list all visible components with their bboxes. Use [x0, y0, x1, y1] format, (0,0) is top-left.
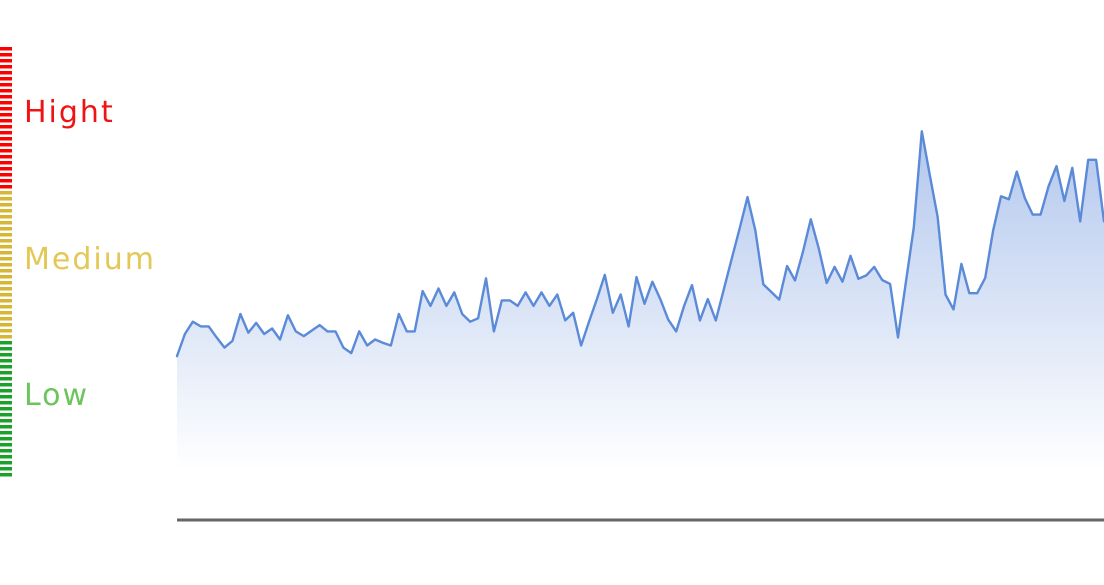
level-scale-tick	[0, 131, 12, 135]
level-scale-tick	[0, 443, 12, 447]
level-scale-tick	[0, 431, 12, 435]
level-scale-tick	[0, 437, 12, 441]
level-scale-tick	[0, 359, 12, 363]
level-scale-tick	[0, 419, 12, 423]
level-label-low: Low	[24, 378, 90, 413]
level-scale-tick	[0, 377, 12, 381]
level-label-medium: Medium	[24, 242, 156, 277]
level-scale-tick	[0, 143, 12, 147]
level-color-scale	[0, 47, 12, 477]
level-scale-tick	[0, 269, 12, 273]
level-scale-tick	[0, 281, 12, 285]
level-scale-tick	[0, 113, 12, 117]
series-line	[175, 130, 1104, 358]
level-scale-tick	[0, 191, 12, 195]
level-scale-tick	[0, 77, 12, 81]
level-scale-tick	[0, 455, 12, 459]
level-scale-tick	[0, 245, 12, 249]
level-scale-tick	[0, 395, 12, 399]
level-scale-tick	[0, 149, 12, 153]
level-scale-tick	[0, 263, 12, 267]
level-scale-tick	[0, 449, 12, 453]
level-scale-tick	[0, 83, 12, 87]
level-scale-tick	[0, 335, 12, 339]
level-scale-tick	[0, 293, 12, 297]
level-scale-tick	[0, 71, 12, 75]
level-scale-tick	[0, 161, 12, 165]
area-fill	[177, 131, 1104, 471]
level-scale-tick	[0, 119, 12, 123]
level-scale-tick	[0, 107, 12, 111]
level-scale-tick	[0, 347, 12, 351]
level-scale-tick	[0, 275, 12, 279]
level-scale-tick	[0, 407, 12, 411]
level-scale-tick	[0, 425, 12, 429]
level-scale-tick	[0, 353, 12, 357]
level-scale-tick	[0, 341, 12, 345]
level-scale-tick	[0, 203, 12, 207]
level-scale-tick	[0, 371, 12, 375]
level-scale-tick	[0, 323, 12, 327]
level-scale-tick	[0, 257, 12, 261]
level-scale-tick	[0, 473, 12, 477]
level-scale-tick	[0, 167, 12, 171]
level-scale-tick	[0, 413, 12, 417]
level-scale-tick	[0, 467, 12, 471]
level-scale-tick	[0, 185, 12, 189]
level-scale-tick	[0, 389, 12, 393]
level-scale-tick	[0, 65, 12, 69]
level-scale-tick	[0, 173, 12, 177]
level-scale-tick	[0, 89, 12, 93]
level-scale-tick	[0, 329, 12, 333]
level-scale-tick	[0, 227, 12, 231]
level-scale-tick	[0, 197, 12, 201]
level-scale-tick	[0, 47, 12, 51]
level-scale-tick	[0, 251, 12, 255]
level-scale-tick	[0, 305, 12, 309]
level-label-high: Hight	[24, 95, 115, 130]
level-scale-tick	[0, 209, 12, 213]
level-scale-tick	[0, 239, 12, 243]
level-scale-tick	[0, 101, 12, 105]
level-scale-tick	[0, 383, 12, 387]
level-scale-tick	[0, 461, 12, 465]
level-scale-tick	[0, 401, 12, 405]
level-scale-tick	[0, 215, 12, 219]
level-scale-tick	[0, 221, 12, 225]
level-scale-tick	[0, 317, 12, 321]
level-scale-tick	[0, 233, 12, 237]
level-scale-tick	[0, 95, 12, 99]
level-scale-tick	[0, 287, 12, 291]
level-scale-tick	[0, 299, 12, 303]
level-scale-tick	[0, 59, 12, 63]
level-scale-tick	[0, 311, 12, 315]
level-scale-tick	[0, 137, 12, 141]
level-scale-tick	[0, 155, 12, 159]
level-scale-tick	[0, 125, 12, 129]
level-scale-tick	[0, 365, 12, 369]
level-scale-tick	[0, 53, 12, 57]
level-scale-tick	[0, 179, 12, 183]
